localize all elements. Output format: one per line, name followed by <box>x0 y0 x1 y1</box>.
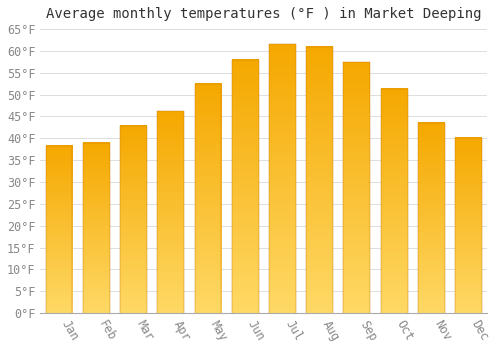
Title: Average monthly temperatures (°F ) in Market Deeping: Average monthly temperatures (°F ) in Ma… <box>46 7 482 21</box>
